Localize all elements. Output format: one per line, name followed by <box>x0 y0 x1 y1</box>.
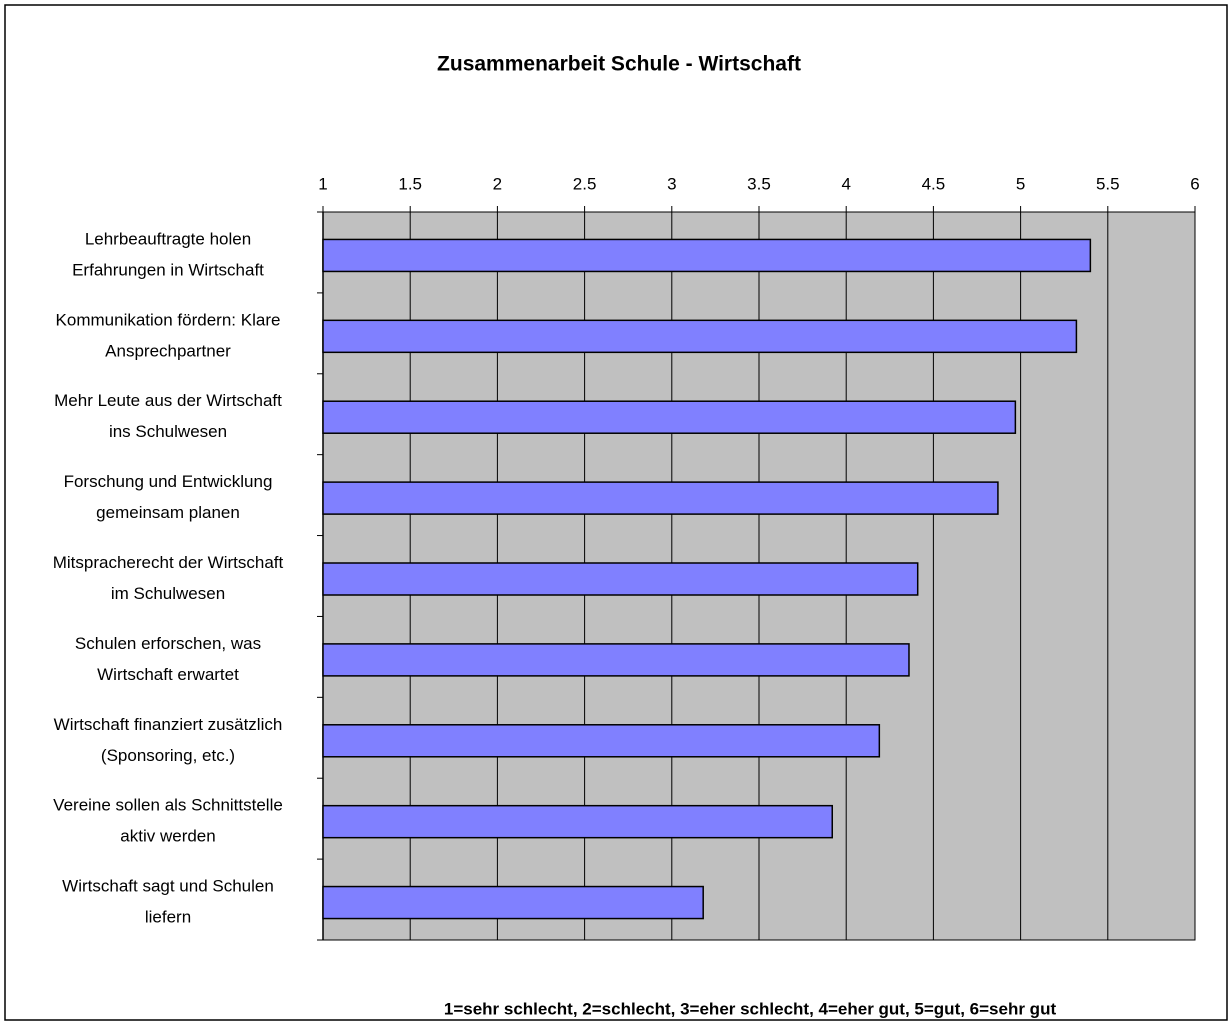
x-tick-label: 3 <box>667 174 676 193</box>
y-tick-label: Ansprechpartner <box>105 341 231 360</box>
x-tick-label: 4.5 <box>922 174 946 193</box>
bar <box>322 238 1092 273</box>
x-tick-label: 2.5 <box>573 174 597 193</box>
y-tick-label: gemeinsam planen <box>96 503 240 522</box>
bar <box>322 643 910 677</box>
y-tick-label: ins Schulwesen <box>109 422 227 441</box>
bar <box>322 319 1078 354</box>
bar <box>322 724 881 758</box>
y-tick-label: im Schulwesen <box>111 584 225 603</box>
y-tick-label: Erfahrungen in Wirtschaft <box>72 260 264 279</box>
y-tick-label: Mitspracherecht der Wirtschaft <box>53 553 284 572</box>
x-tick-label: 4 <box>841 174 850 193</box>
x-tick-label: 5.5 <box>1096 174 1120 193</box>
footnote: 1=sehr schlecht, 2=schlecht, 3=eher schl… <box>444 999 1057 1018</box>
y-tick-label: Vereine sollen als Schnittstelle <box>53 796 283 815</box>
x-tick-label: 3.5 <box>747 174 771 193</box>
y-tick-label: Wirtschaft erwartet <box>97 665 239 684</box>
bar <box>322 562 919 596</box>
bar <box>322 804 833 839</box>
x-tick-label: 5 <box>1016 174 1025 193</box>
y-tick-label: (Sponsoring, etc.) <box>101 746 235 765</box>
y-tick-label: Forschung und Entwicklung <box>64 472 273 491</box>
y-tick-label: Kommunikation fördern: Klare <box>56 310 281 329</box>
x-tick-label: 2 <box>493 174 502 193</box>
y-tick-label: Schulen erforschen, was <box>75 634 261 653</box>
y-tick-label: aktiv werden <box>120 827 215 846</box>
chart-title: Zusammenarbeit Schule - Wirtschaft <box>437 53 801 76</box>
bar <box>322 481 999 515</box>
y-tick-label: Lehrbeauftragte holen <box>85 229 251 248</box>
y-tick-label: Mehr Leute aus der Wirtschaft <box>54 391 282 410</box>
y-tick-label: Wirtschaft finanziert zusätzlich <box>54 715 283 734</box>
y-tick-label: Wirtschaft sagt und Schulen <box>62 877 274 896</box>
bar <box>322 885 704 920</box>
x-tick-label: 1 <box>318 174 327 193</box>
y-tick-label: liefern <box>145 908 191 927</box>
x-tick-label: 1.5 <box>398 174 422 193</box>
bar <box>322 400 1017 434</box>
x-tick-label: 6 <box>1190 174 1199 193</box>
